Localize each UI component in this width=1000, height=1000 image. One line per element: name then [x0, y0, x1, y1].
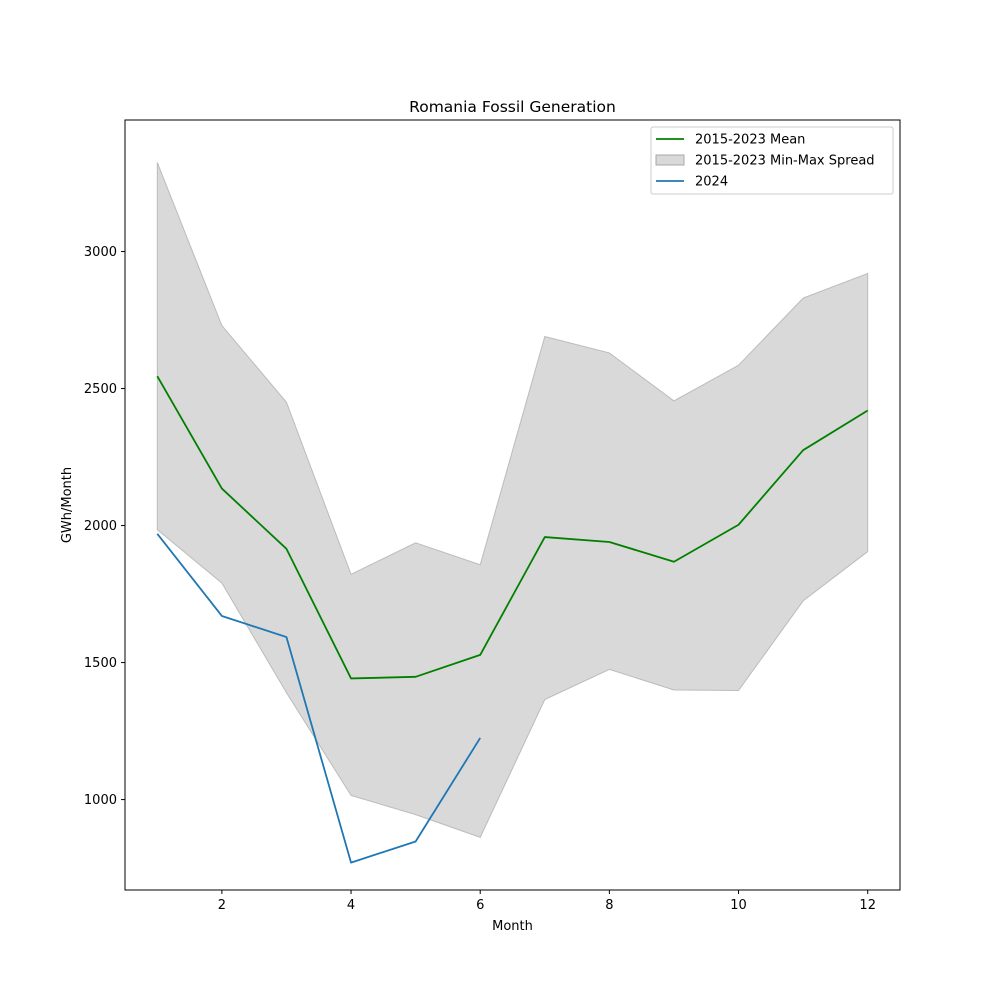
- plot-area: [156, 162, 869, 864]
- y-tick-label: 3000: [84, 245, 117, 260]
- legend: 2015-2023 Mean 2015-2023 Min-Max Spread 20…: [650, 126, 894, 195]
- legend-box: [650, 126, 894, 195]
- x-tick-label: 2: [218, 898, 226, 913]
- y-axis: 1000 1500 2000 2500 3000: [84, 245, 125, 808]
- legend-entry-label: 2015-2023 Min-Max Spread: [695, 154, 875, 169]
- x-tick-label: 12: [859, 898, 876, 913]
- legend-entry-label: 2015-2023 Mean: [695, 133, 805, 148]
- min-max-spread-band: [156, 162, 869, 839]
- y-tick-label: 2500: [84, 382, 117, 397]
- x-tick-label: 8: [605, 898, 613, 913]
- x-axis: 2 4 6 8 10 12: [218, 890, 876, 913]
- y-tick-label: 2000: [84, 519, 117, 534]
- x-axis-label: Month: [492, 919, 533, 934]
- chart-title: Romania Fossil Generation: [409, 98, 616, 116]
- y-tick-label: 1000: [84, 793, 117, 808]
- axes-frame: [124, 119, 901, 891]
- legend-entry-label: 2024: [695, 175, 728, 190]
- x-tick-label: 10: [730, 898, 747, 913]
- series-line-mean: [156, 375, 869, 680]
- y-tick-label: 1500: [84, 656, 117, 671]
- legend-swatch: [655, 154, 685, 166]
- series-line-2024: [156, 533, 481, 864]
- x-tick-label: 4: [347, 898, 355, 913]
- y-axis-label: GWh/Month: [60, 467, 75, 543]
- x-tick-label: 6: [476, 898, 484, 913]
